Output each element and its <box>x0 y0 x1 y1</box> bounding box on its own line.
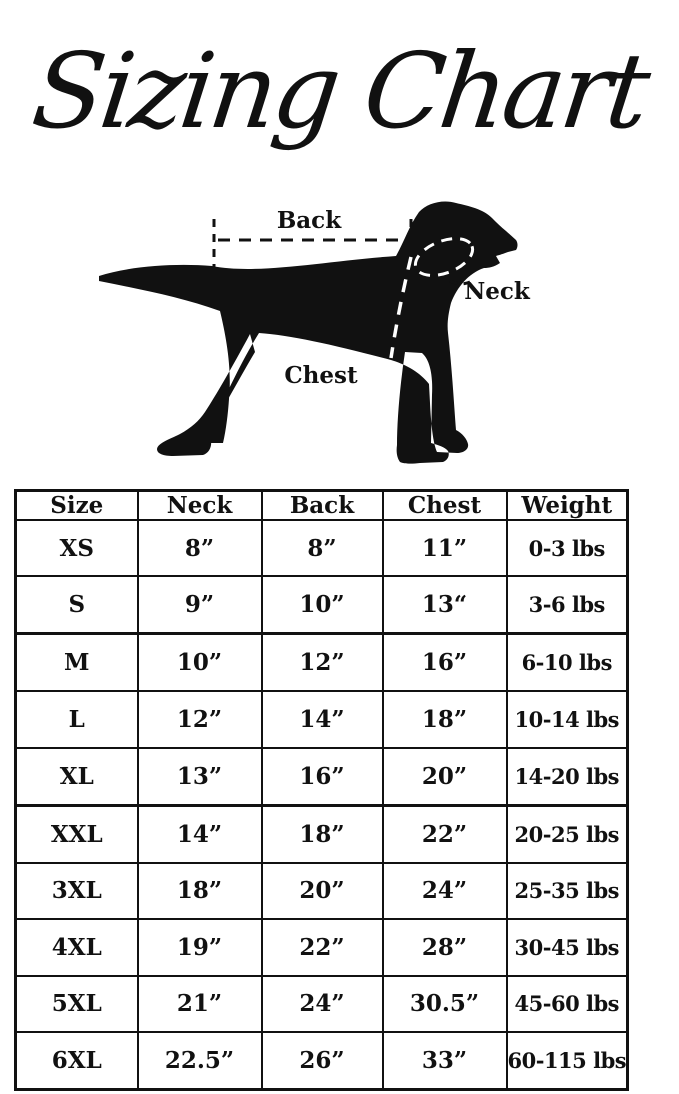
table-row: 4XL 19” 22” 28” 30-45 lbs <box>14 918 629 977</box>
col-header-chest: Chest <box>381 489 508 521</box>
chest-measure-line <box>389 256 413 359</box>
value-cell: 22” <box>260 918 384 977</box>
chest-label: Chest <box>284 362 358 389</box>
value-cell: 22” <box>381 803 508 864</box>
neck-measure-ellipse <box>413 237 475 277</box>
value-cell: 8” <box>136 518 263 578</box>
back-label: Back <box>277 207 342 234</box>
value-cell: 24” <box>381 861 508 921</box>
size-cell: XS <box>14 518 139 578</box>
value-cell: 10” <box>136 632 263 693</box>
value-cell: 33” <box>381 1030 508 1091</box>
value-cell: 16” <box>381 632 508 693</box>
col-header-neck: Neck <box>136 489 263 521</box>
value-cell: 14” <box>136 803 263 864</box>
size-cell: L <box>14 690 139 749</box>
table-row: XS 8” 8” 11” 0-3 lbs <box>14 518 629 578</box>
table-row: 6XL 22.5” 26” 33” 60-115 lbs <box>14 1030 629 1091</box>
col-header-size: Size <box>14 489 139 521</box>
dog-silhouette <box>99 201 518 464</box>
size-cell: 6XL <box>14 1030 139 1091</box>
value-cell: 26” <box>260 1030 384 1091</box>
size-cell: 4XL <box>14 918 139 977</box>
value-cell: 12” <box>260 632 384 693</box>
value-cell: 14” <box>260 690 384 749</box>
value-cell: 10-14 lbs <box>505 690 629 749</box>
value-cell: 10” <box>260 575 384 635</box>
value-cell: 11” <box>381 518 508 578</box>
table-header-row: Size Neck Back Chest Weight <box>14 489 629 521</box>
col-header-weight: Weight <box>505 489 629 521</box>
value-cell: 14-20 lbs <box>505 746 629 807</box>
table-row: M 10” 12” 16” 6-10 lbs <box>14 632 629 693</box>
value-cell: 24” <box>260 974 384 1033</box>
value-cell: 9” <box>136 575 263 635</box>
size-table: Size Neck Back Chest Weight XS 8” 8” 11” 0-3 lbs… <box>14 489 629 1091</box>
table-row: XL 13” 16” 20” 14-20 lbs <box>14 746 629 807</box>
value-cell: 28” <box>381 918 508 977</box>
value-cell: 16” <box>260 746 384 807</box>
size-cell: M <box>14 632 139 693</box>
value-cell: 19” <box>136 918 263 977</box>
value-cell: 18” <box>260 803 384 864</box>
value-cell: 45-60 lbs <box>505 974 629 1033</box>
value-cell: 3-6 lbs <box>505 575 629 635</box>
value-cell: 13” <box>136 746 263 807</box>
table-row: S 9” 10” 13“ 3-6 lbs <box>14 575 629 635</box>
value-cell: 12” <box>136 690 263 749</box>
table-row: L 12” 14” 18” 10-14 lbs <box>14 690 629 749</box>
value-cell: 8” <box>260 518 384 578</box>
value-cell: 30-45 lbs <box>505 918 629 977</box>
size-cell: XXL <box>14 803 139 864</box>
size-cell: XL <box>14 746 139 807</box>
size-cell: S <box>14 575 139 635</box>
table-row: XXL 14” 18” 22” 20-25 lbs <box>14 803 629 864</box>
value-cell: 30.5” <box>381 974 508 1033</box>
neck-label: Neck <box>464 278 531 305</box>
size-cell: 5XL <box>14 974 139 1033</box>
value-cell: 18” <box>136 861 263 921</box>
value-cell: 6-10 lbs <box>505 632 629 693</box>
size-cell: 3XL <box>14 861 139 921</box>
value-cell: 60-115 lbs <box>505 1030 629 1091</box>
value-cell: 25-35 lbs <box>505 861 629 921</box>
value-cell: 20” <box>381 746 508 807</box>
value-cell: 22.5” <box>136 1030 263 1091</box>
value-cell: 18” <box>381 690 508 749</box>
table-row: 5XL 21” 24” 30.5” 45-60 lbs <box>14 974 629 1033</box>
table-row: 3XL 18” 20” 24” 25-35 lbs <box>14 861 629 921</box>
value-cell: 20-25 lbs <box>505 803 629 864</box>
neck-measure-arc-outer <box>449 279 471 286</box>
value-cell: 21” <box>136 974 263 1033</box>
col-header-back: Back <box>260 489 384 521</box>
value-cell: 13“ <box>381 575 508 635</box>
value-cell: 0-3 lbs <box>505 518 629 578</box>
value-cell: 20” <box>260 861 384 921</box>
